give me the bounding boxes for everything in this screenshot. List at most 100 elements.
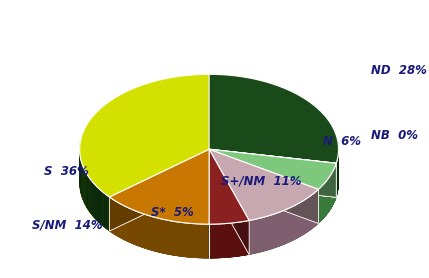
Polygon shape: [171, 221, 172, 255]
Polygon shape: [104, 193, 105, 228]
Polygon shape: [161, 219, 162, 253]
Polygon shape: [87, 174, 88, 210]
Polygon shape: [197, 224, 198, 258]
Polygon shape: [170, 221, 171, 255]
Polygon shape: [88, 177, 89, 211]
Polygon shape: [196, 224, 197, 258]
Polygon shape: [192, 224, 196, 258]
Polygon shape: [111, 198, 114, 234]
Polygon shape: [297, 202, 300, 238]
Polygon shape: [109, 196, 111, 232]
Polygon shape: [106, 194, 109, 230]
Polygon shape: [97, 187, 98, 222]
Polygon shape: [85, 171, 86, 206]
Polygon shape: [278, 211, 281, 247]
Polygon shape: [90, 179, 91, 214]
Polygon shape: [135, 211, 136, 245]
Polygon shape: [132, 209, 133, 244]
Polygon shape: [314, 192, 316, 227]
Polygon shape: [163, 219, 164, 254]
Polygon shape: [172, 221, 176, 256]
Polygon shape: [336, 161, 337, 197]
Polygon shape: [241, 221, 245, 256]
Text: NB  0%: NB 0%: [372, 129, 418, 142]
Polygon shape: [100, 189, 101, 224]
Polygon shape: [184, 223, 188, 257]
Polygon shape: [155, 217, 156, 252]
Polygon shape: [209, 149, 249, 255]
Polygon shape: [332, 170, 333, 207]
Polygon shape: [142, 213, 146, 249]
Polygon shape: [189, 223, 190, 257]
Polygon shape: [180, 222, 184, 257]
Polygon shape: [89, 177, 90, 212]
Polygon shape: [248, 220, 252, 255]
Polygon shape: [160, 219, 161, 253]
Polygon shape: [140, 213, 141, 247]
Polygon shape: [186, 223, 187, 257]
Polygon shape: [150, 216, 151, 250]
Polygon shape: [209, 149, 249, 255]
Polygon shape: [83, 167, 85, 203]
Polygon shape: [126, 207, 127, 241]
Polygon shape: [175, 222, 176, 256]
Polygon shape: [101, 190, 102, 225]
Polygon shape: [224, 223, 229, 258]
Polygon shape: [194, 224, 195, 258]
Polygon shape: [99, 189, 100, 224]
Polygon shape: [158, 218, 159, 252]
Polygon shape: [328, 177, 329, 213]
Polygon shape: [92, 181, 93, 216]
Polygon shape: [94, 183, 95, 218]
Polygon shape: [95, 185, 96, 220]
Polygon shape: [168, 220, 169, 254]
Polygon shape: [173, 221, 174, 255]
Polygon shape: [147, 215, 148, 249]
Polygon shape: [136, 211, 137, 245]
Polygon shape: [200, 224, 201, 258]
Polygon shape: [174, 221, 175, 255]
Polygon shape: [149, 216, 153, 251]
Polygon shape: [209, 149, 336, 197]
Polygon shape: [129, 208, 130, 242]
Polygon shape: [169, 220, 170, 255]
Polygon shape: [204, 224, 205, 258]
Polygon shape: [183, 223, 184, 257]
Polygon shape: [151, 216, 152, 250]
Polygon shape: [81, 160, 82, 196]
Polygon shape: [212, 224, 216, 258]
Polygon shape: [288, 207, 291, 243]
Polygon shape: [193, 224, 194, 258]
Polygon shape: [291, 205, 294, 241]
Polygon shape: [331, 172, 332, 209]
Polygon shape: [260, 217, 264, 252]
Polygon shape: [146, 215, 149, 250]
Polygon shape: [117, 202, 120, 237]
Polygon shape: [135, 211, 139, 246]
Polygon shape: [306, 197, 308, 233]
Polygon shape: [275, 213, 278, 248]
Polygon shape: [237, 222, 241, 257]
Polygon shape: [337, 137, 338, 174]
Polygon shape: [80, 74, 338, 224]
Polygon shape: [202, 224, 203, 258]
Polygon shape: [90, 178, 91, 214]
Polygon shape: [98, 188, 99, 223]
Polygon shape: [160, 219, 164, 254]
Polygon shape: [99, 188, 101, 225]
Polygon shape: [165, 220, 166, 254]
Polygon shape: [80, 74, 209, 197]
Polygon shape: [124, 206, 125, 240]
Polygon shape: [209, 149, 336, 189]
Polygon shape: [190, 223, 191, 257]
Polygon shape: [329, 175, 331, 211]
Polygon shape: [127, 207, 128, 242]
Polygon shape: [185, 223, 186, 257]
Polygon shape: [320, 185, 323, 222]
Polygon shape: [267, 215, 271, 250]
Polygon shape: [191, 224, 192, 257]
Polygon shape: [271, 214, 275, 249]
Polygon shape: [164, 220, 168, 254]
Polygon shape: [109, 149, 209, 231]
Polygon shape: [109, 149, 209, 224]
